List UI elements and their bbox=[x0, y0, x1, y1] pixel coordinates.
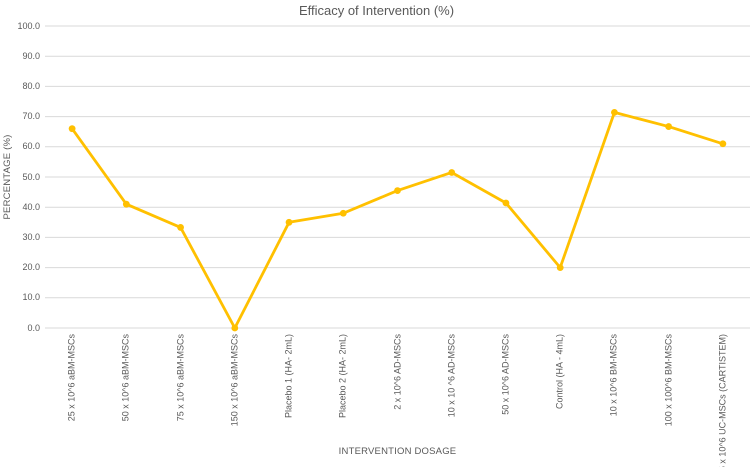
y-tick-label: 10.0 bbox=[22, 292, 40, 303]
data-line bbox=[70, 110, 725, 330]
y-axis-title: PERCENTAGE (%) bbox=[2, 134, 13, 220]
data-point-marker bbox=[394, 187, 401, 194]
y-tick-label: 90.0 bbox=[22, 50, 40, 61]
y-tick-label: 30.0 bbox=[22, 231, 40, 242]
x-category-label: 100 x 100^6 BM-MSCs bbox=[663, 334, 674, 427]
data-point-marker bbox=[719, 140, 727, 148]
y-tick-label: 0.0 bbox=[27, 322, 40, 333]
x-category-label: Placebo 2 (HA- 2mL) bbox=[337, 334, 348, 419]
y-tick-label: 80.0 bbox=[22, 80, 40, 91]
data-point-marker bbox=[556, 264, 564, 271]
x-category-label: 10 x 10^6 BM-MSCs bbox=[608, 334, 619, 417]
data-point-marker bbox=[231, 324, 239, 332]
data-point-marker bbox=[448, 169, 456, 176]
y-tick-label: 50.0 bbox=[22, 171, 40, 182]
y-tick-label: 70.0 bbox=[22, 111, 40, 122]
y-tick-label: 60.0 bbox=[22, 141, 40, 152]
x-category-label: 75 x 10^6 aBM-MSCs bbox=[175, 334, 186, 422]
x-category-label: 150 x 10^6 aBM-MSCs bbox=[229, 334, 240, 427]
data-point-marker bbox=[285, 218, 293, 226]
x-category-label: 50 x 10^6 aBM-MSCs bbox=[120, 334, 131, 422]
data-point-marker bbox=[177, 224, 184, 231]
x-category-label: Placebo 1 (HA- 2mL) bbox=[283, 334, 294, 419]
chart-title: Efficacy of Intervention (%) bbox=[298, 3, 455, 18]
y-tick-label: 100.0 bbox=[17, 20, 40, 31]
data-point-marker bbox=[665, 123, 673, 130]
x-category-label: Control (HA - 4mL) bbox=[554, 334, 565, 410]
data-point-marker bbox=[68, 125, 76, 133]
x-category-label: 50 x 10^6 AD-MSCs bbox=[500, 334, 511, 415]
y-tick-label: 20.0 bbox=[22, 262, 40, 273]
x-category-label: 2 x 10^6 AD-MSCs bbox=[392, 334, 402, 410]
x-axis-title: INTERVENTION DOSAGE bbox=[338, 446, 457, 457]
data-point-marker bbox=[339, 209, 347, 217]
data-point-marker bbox=[122, 200, 130, 208]
y-tick-label: 40.0 bbox=[22, 201, 40, 212]
x-category-label: 10 x 10 ^6 AD-MSCs bbox=[446, 334, 457, 418]
data-point-marker bbox=[502, 199, 510, 207]
x-category-label: 25 x 10^6 aBM-MSCs bbox=[66, 334, 77, 422]
data-point-marker bbox=[611, 108, 618, 116]
